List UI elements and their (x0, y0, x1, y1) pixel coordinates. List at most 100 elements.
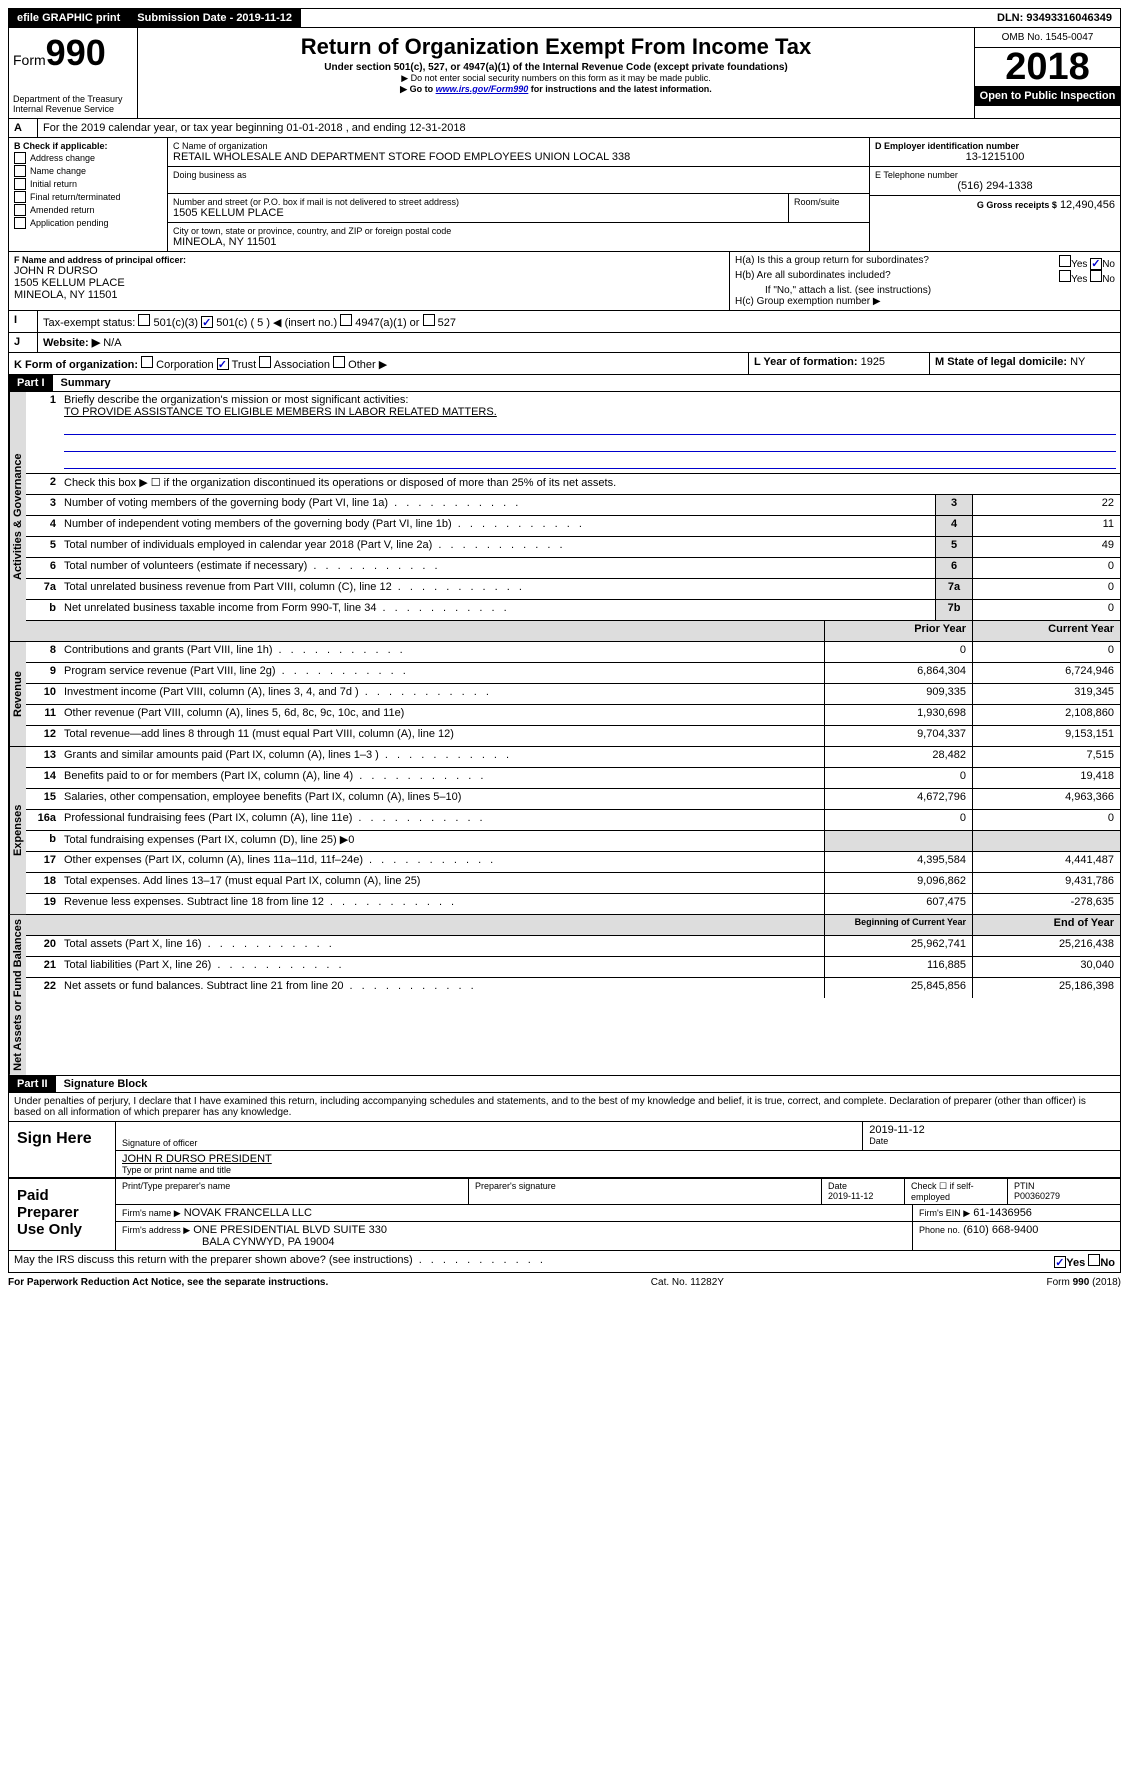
k-assoc[interactable] (259, 356, 271, 368)
officer-addr1: 1505 KELLUM PLACE (14, 277, 724, 289)
part2-header: Part II Signature Block (8, 1076, 1121, 1093)
section-b: B Check if applicable: Address change Na… (9, 138, 168, 251)
rev10-p: 909,335 (824, 684, 972, 704)
ha-no[interactable] (1090, 258, 1102, 270)
top-bar: efile GRAPHIC print Submission Date - 20… (8, 8, 1121, 28)
vtab-governance: Activities & Governance (9, 392, 26, 641)
rev9-p: 6,864,304 (824, 663, 972, 683)
section-bcdeg: B Check if applicable: Address change Na… (8, 138, 1121, 252)
col-current: Current Year (972, 621, 1120, 641)
vtab-revenue: Revenue (9, 642, 26, 746)
section-i: I Tax-exempt status: 501(c)(3) 501(c) ( … (8, 311, 1121, 333)
line3-val: 22 (972, 495, 1120, 515)
exp19-p: 607,475 (824, 894, 972, 914)
net21-c: 30,040 (972, 957, 1120, 977)
open-public: Open to Public Inspection (975, 86, 1120, 106)
col-end: End of Year (972, 915, 1120, 935)
checkbox-name[interactable] (14, 165, 26, 177)
ha-label: H(a) Is this a group return for subordin… (735, 255, 929, 270)
rev8-p: 0 (824, 642, 972, 662)
sign-block: Sign Here Signature of officer 2019-11-1… (8, 1122, 1121, 1179)
checkbox-address[interactable] (14, 152, 26, 164)
i-501c[interactable] (201, 316, 213, 328)
officer-addr2: MINEOLA, NY 11501 (14, 289, 724, 301)
checkbox-final[interactable] (14, 191, 26, 203)
d-label: D Employer identification number (875, 141, 1115, 151)
i-527[interactable] (423, 314, 435, 326)
part1-header: Part I Summary (8, 375, 1121, 392)
tax-year: 2018 (975, 48, 1120, 86)
page-footer: For Paperwork Reduction Act Notice, see … (8, 1273, 1121, 1292)
officer-name: JOHN R DURSO (14, 265, 724, 277)
g-label: G Gross receipts $ (977, 200, 1057, 210)
vtab-net: Net Assets or Fund Balances (9, 915, 26, 1075)
dln: DLN: 93493316046349 (989, 9, 1120, 27)
net-assets-section: Net Assets or Fund Balances Beginning of… (8, 915, 1121, 1076)
exp17-p: 4,395,584 (824, 852, 972, 872)
rev11-c: 2,108,860 (972, 705, 1120, 725)
note-ssn: ▶ Do not enter social security numbers o… (142, 73, 970, 84)
exp16a-p: 0 (824, 810, 972, 830)
rev11-p: 1,930,698 (824, 705, 972, 725)
state-domicile: NY (1070, 356, 1085, 368)
website: N/A (103, 337, 121, 349)
line5-val: 49 (972, 537, 1120, 557)
exp15-p: 4,672,796 (824, 789, 972, 809)
ein: 13-1215100 (875, 151, 1115, 163)
col-beg: Beginning of Current Year (824, 915, 972, 935)
gross-receipts: 12,490,456 (1060, 199, 1115, 211)
section-j: J Website: ▶ N/A (8, 333, 1121, 353)
checkbox-initial[interactable] (14, 178, 26, 190)
discuss-row: May the IRS discuss this return with the… (8, 1251, 1121, 1273)
year-formation: 1925 (861, 356, 885, 368)
city-label: City or town, state or province, country… (173, 226, 864, 236)
form-title: Return of Organization Exempt From Incom… (142, 34, 970, 60)
net20-p: 25,962,741 (824, 936, 972, 956)
firm-name: NOVAK FRANCELLA LLC (184, 1207, 312, 1219)
line4-val: 11 (972, 516, 1120, 536)
net22-c: 25,186,398 (972, 978, 1120, 998)
form-subtitle: Under section 501(c), 527, or 4947(a)(1)… (142, 62, 970, 73)
hb-no[interactable] (1090, 270, 1102, 282)
rev10-c: 319,345 (972, 684, 1120, 704)
checkbox-pending[interactable] (14, 217, 26, 229)
org-name: RETAIL WHOLESALE AND DEPARTMENT STORE FO… (173, 151, 864, 163)
discuss-no[interactable] (1088, 1254, 1100, 1266)
form-number: Form990 (13, 32, 133, 74)
col-prior: Prior Year (824, 621, 972, 641)
e-label: E Telephone number (875, 170, 1115, 180)
i-501c3[interactable] (138, 314, 150, 326)
checkbox-amended[interactable] (14, 204, 26, 216)
firm-phone: (610) 668-9400 (963, 1224, 1038, 1236)
hb-label: H(b) Are all subordinates included? (735, 270, 891, 285)
omb-number: OMB No. 1545-0047 (975, 28, 1120, 48)
net20-c: 25,216,438 (972, 936, 1120, 956)
addr-label: Number and street (or P.O. box if mail i… (173, 197, 783, 207)
line7b-val: 0 (972, 600, 1120, 620)
exp15-c: 4,963,366 (972, 789, 1120, 809)
revenue-section: Revenue 8Contributions and grants (Part … (8, 642, 1121, 747)
phone: (516) 294-1338 (875, 180, 1115, 192)
ha-yes[interactable] (1059, 255, 1071, 267)
expenses-section: Expenses 13Grants and similar amounts pa… (8, 747, 1121, 915)
k-other[interactable] (333, 356, 345, 368)
k-trust[interactable] (217, 358, 229, 370)
rev12-p: 9,704,337 (824, 726, 972, 746)
i-4947[interactable] (340, 314, 352, 326)
exp13-p: 28,482 (824, 747, 972, 767)
dba-label: Doing business as (173, 170, 864, 180)
f-label: F Name and address of principal officer: (14, 255, 724, 265)
efile-btn[interactable]: efile GRAPHIC print (9, 9, 129, 27)
exp14-p: 0 (824, 768, 972, 788)
org-city: MINEOLA, NY 11501 (173, 236, 864, 248)
exp18-c: 9,431,786 (972, 873, 1120, 893)
rev8-c: 0 (972, 642, 1120, 662)
hb-yes[interactable] (1059, 270, 1071, 282)
mission: TO PROVIDE ASSISTANCE TO ELIGIBLE MEMBER… (64, 406, 1116, 418)
discuss-yes[interactable] (1054, 1256, 1066, 1268)
section-a: A For the 2019 calendar year, or tax yea… (8, 119, 1121, 138)
sign-here-label: Sign Here (9, 1122, 116, 1177)
irs-link[interactable]: www.irs.gov/Form990 (436, 84, 529, 94)
k-corp[interactable] (141, 356, 153, 368)
activities-governance: Activities & Governance 1 Briefly descri… (8, 392, 1121, 642)
